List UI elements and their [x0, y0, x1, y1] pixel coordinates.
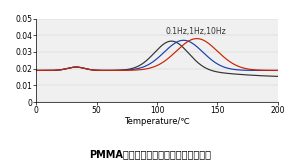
Text: PMMAのマルチ周波数温度スキャン測定: PMMAのマルチ周波数温度スキャン測定	[89, 149, 211, 159]
Text: 0.1Hz,1Hz,10Hz: 0.1Hz,1Hz,10Hz	[165, 27, 226, 36]
X-axis label: Temperature/℃: Temperature/℃	[124, 117, 190, 126]
